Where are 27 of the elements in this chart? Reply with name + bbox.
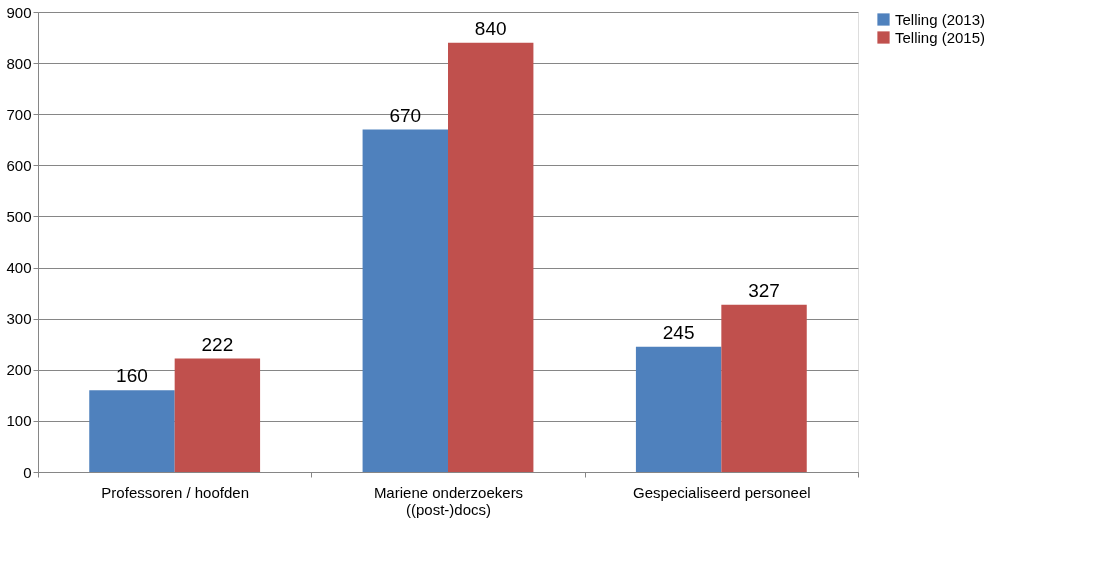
x-tick-label: Mariene onderzoekers ((post-)docs) bbox=[373, 483, 524, 518]
bar bbox=[174, 358, 261, 472]
x-tick-label: Gespecialiseerd personeel bbox=[633, 483, 811, 501]
y-tick-label: 900 bbox=[6, 3, 32, 21]
bar bbox=[721, 304, 807, 472]
legend-label: Telling (2015) bbox=[895, 28, 986, 46]
legend-label: Telling (2013) bbox=[895, 10, 986, 28]
data-label: 245 bbox=[662, 321, 695, 343]
y-tick-label: 400 bbox=[6, 259, 32, 277]
bar bbox=[448, 42, 534, 472]
bar bbox=[635, 346, 722, 472]
bar bbox=[89, 390, 175, 472]
y-tick-label: 500 bbox=[6, 207, 32, 225]
x-tick-label: Professoren / hoofden bbox=[101, 483, 249, 501]
data-label: 160 bbox=[116, 365, 148, 387]
y-tick-label: 800 bbox=[6, 54, 32, 72]
data-label: 222 bbox=[201, 333, 234, 355]
bar bbox=[362, 129, 448, 472]
data-label: 670 bbox=[389, 104, 422, 126]
y-tick-label: 700 bbox=[6, 105, 32, 123]
y-tick-label: 300 bbox=[6, 310, 32, 328]
y-tick-label: 600 bbox=[6, 156, 32, 174]
y-tick-label: 200 bbox=[6, 361, 32, 379]
y-tick-label: 100 bbox=[6, 412, 32, 430]
data-label: 327 bbox=[748, 279, 780, 301]
data-label: 840 bbox=[474, 17, 507, 39]
y-tick-label: 0 bbox=[23, 463, 32, 481]
